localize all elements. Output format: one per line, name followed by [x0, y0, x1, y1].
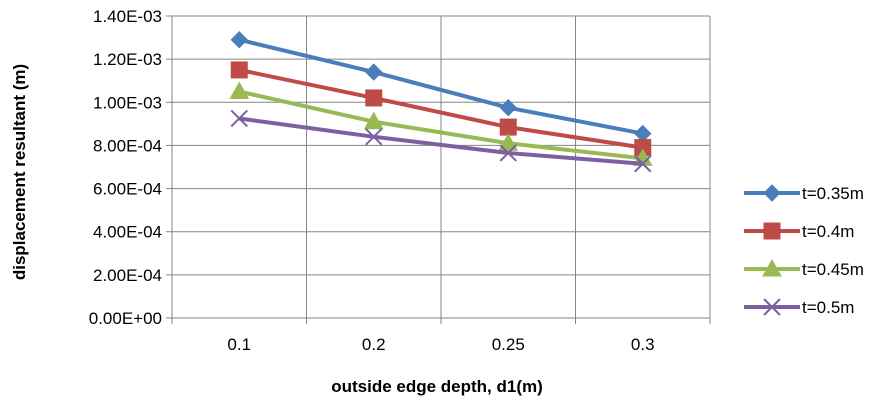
data-point: [365, 128, 383, 146]
x-tick-label: 0.2: [362, 335, 386, 354]
y-tick-label: 8.00E-04: [93, 136, 162, 155]
legend-item: t=0.5m: [744, 298, 854, 317]
data-point: [230, 61, 248, 79]
data-point: [499, 144, 517, 162]
series-line: [238, 37, 644, 136]
marker-x-stroke: [230, 109, 248, 128]
legend-label: t=0.45m: [802, 260, 864, 279]
legend: t=0.35m t=0.4m t=0.45m t=0.5m: [744, 184, 864, 317]
x-tick-label: 0.25: [492, 335, 525, 354]
data-point: [634, 155, 652, 173]
data-point: [365, 89, 383, 107]
y-tick-label: 1.00E-03: [93, 93, 162, 112]
gridlines: [172, 15, 711, 318]
series-t=0.45m: [229, 81, 653, 166]
data-point: [499, 98, 517, 117]
data-point: [498, 133, 519, 151]
series-line: [238, 116, 643, 166]
y-tick-label: 2.00E-04: [93, 266, 162, 285]
marker-x-stroke: [634, 155, 652, 173]
data-point: [499, 118, 517, 136]
marker-x-stroke: [365, 128, 383, 146]
series-line: [238, 67, 644, 150]
data-point: [229, 81, 250, 99]
y-tick-label: 1.20E-03: [93, 50, 162, 69]
x-axis-title: outside edge depth, d1(m): [331, 377, 543, 396]
data-point: [632, 148, 653, 166]
legend-marker: [762, 258, 782, 277]
series-t=0.35m: [230, 31, 652, 143]
legend-marker: [763, 298, 781, 316]
legend-marker: [763, 222, 781, 240]
legend-item: t=0.35m: [744, 184, 864, 203]
y-tick-label: 0.00E+00: [89, 309, 162, 328]
data-point: [365, 63, 383, 81]
data-point: [230, 31, 248, 49]
series-t=0.4m: [230, 61, 652, 157]
series-group: [229, 31, 653, 173]
y-tick-label: 6.00E-04: [93, 180, 162, 199]
y-tick-label: 4.00E-04: [93, 223, 162, 242]
series-t=0.5m: [230, 109, 652, 173]
series-line: [238, 89, 643, 161]
x-tick-label: 0.1: [227, 335, 251, 354]
y-axis-title: displacement resultant (m): [10, 64, 29, 280]
legend-label: t=0.5m: [802, 298, 854, 317]
marker-x-stroke: [499, 144, 517, 162]
legend-item: t=0.4m: [744, 222, 854, 241]
legend-item: t=0.45m: [744, 258, 864, 279]
x-tick-label: 0.3: [631, 335, 655, 354]
marker-x-stroke: [763, 298, 781, 316]
data-point: [363, 111, 384, 130]
legend-label: t=0.4m: [802, 222, 854, 241]
y-tick-label: 1.40E-03: [93, 7, 162, 26]
data-point: [230, 109, 248, 128]
axes: 0.00E+00 2.00E-04 4.00E-04 6.00E-04 8.00E-04…: [89, 7, 711, 354]
legend-label: t=0.35m: [802, 184, 864, 203]
legend-marker: [763, 184, 781, 202]
